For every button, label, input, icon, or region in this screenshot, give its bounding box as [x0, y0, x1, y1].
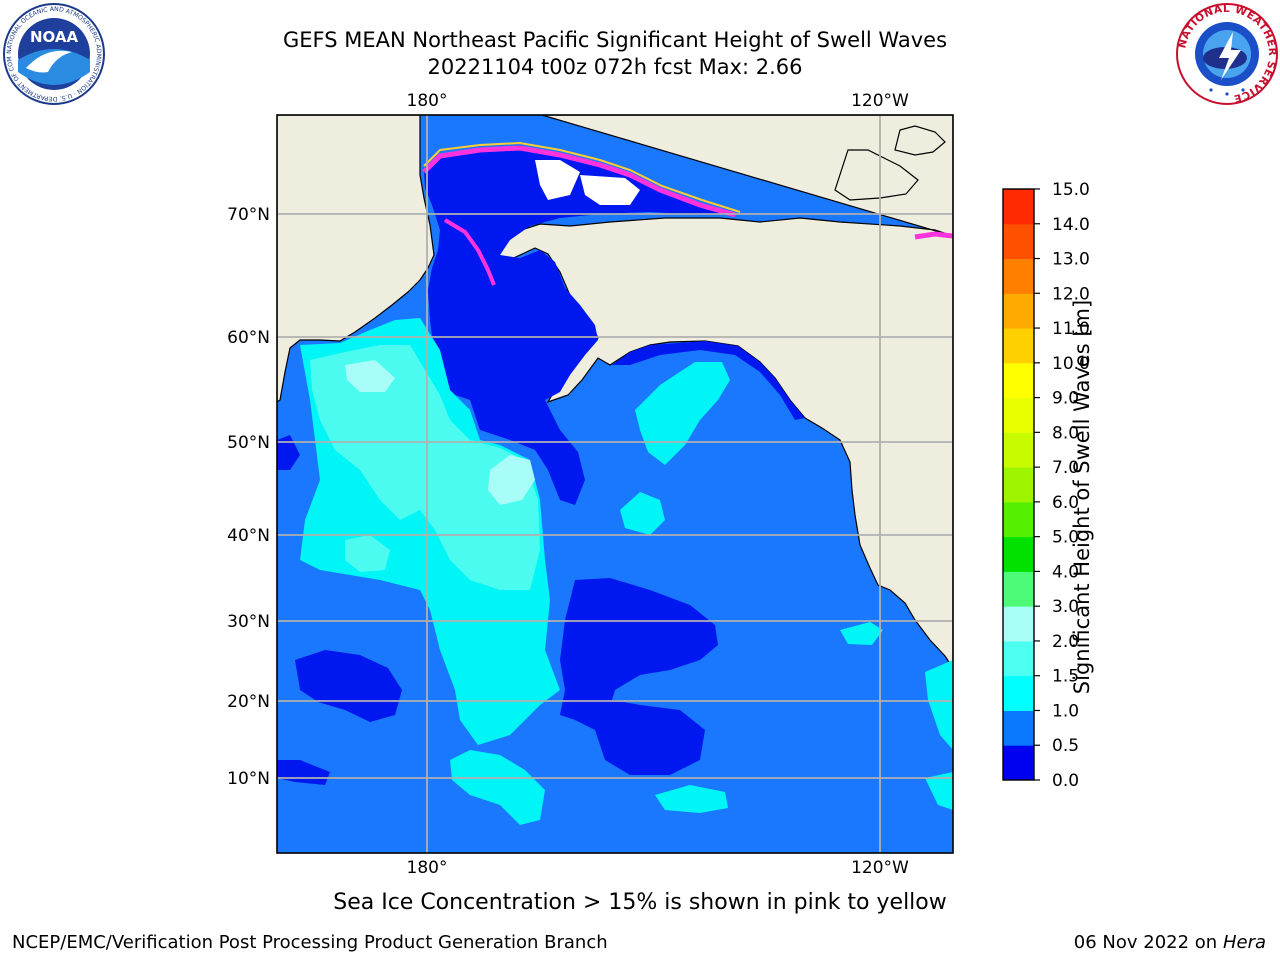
noaa-logo-text: NOAA	[30, 28, 79, 46]
colorbar-frame	[1002, 188, 1035, 781]
sea-ice-edge-pink	[914, 231, 953, 240]
land-north-america	[494, 115, 953, 670]
colorbar-segment	[1003, 675, 1034, 711]
ocean-gulf-of-alaska	[612, 341, 805, 420]
colorbar-ticks: 15.0 14.0 13.0 12.0 11.0 10.0 9.0 8.0 7.0 6.0 5.0 4…	[1034, 180, 1090, 791]
colorbar-segment	[1003, 467, 1034, 503]
colorbar-tick-label: 12.0	[1052, 284, 1090, 304]
swell-1p0-1p5-gulf	[635, 362, 730, 465]
swell-2p0-3p0-small	[345, 360, 395, 392]
sea-ice-edge-yellow	[423, 141, 741, 213]
colorbar-segment	[1003, 501, 1034, 538]
sea-ice-arctic-white	[580, 175, 640, 205]
colorbar-tick-label: 13.0	[1052, 250, 1090, 270]
lat-label-40n: 40°N	[227, 526, 270, 546]
footer-date: 06 Nov 2022 on Hera	[1074, 932, 1266, 953]
ocean-bering-sea	[424, 148, 735, 505]
sea-ice-arctic-white	[535, 160, 580, 200]
colorbar-segment	[1003, 745, 1034, 781]
gridlines	[277, 115, 953, 853]
lat-label-20n: 20°N	[227, 692, 270, 712]
land-arctic-island	[894, 125, 946, 156]
lon-label-bottom-180: 180°	[407, 858, 448, 878]
lat-label-50n: 50°N	[227, 433, 270, 453]
lat-label-10n: 10°N	[227, 769, 270, 789]
nws-logo: NATIONAL WEATHER SERVICE	[1176, 3, 1278, 105]
colorbar-segment	[1003, 606, 1034, 642]
colorbar-tick-label: 8.0	[1052, 423, 1079, 443]
swell-0p0-0p5-west	[295, 650, 402, 722]
colorbar-segment	[1003, 571, 1034, 607]
colorbar-tick-label: 14.0	[1052, 215, 1090, 235]
chart-subtitle: 20221104 t00z 072h fcst Max: 2.66	[427, 55, 803, 79]
swell-1p5-2p0-small	[345, 535, 390, 572]
lon-label-bottom-120w: 120°W	[851, 858, 909, 878]
colorbar-segment	[1003, 397, 1034, 433]
map-area	[277, 115, 953, 853]
colorbar-tick-label: 4.0	[1052, 562, 1079, 582]
swell-0p0-0p5-edge	[277, 435, 300, 470]
colorbar-segment	[1003, 223, 1034, 260]
lon-label-top-120w: 120°W	[851, 91, 909, 111]
colorbar	[1003, 189, 1034, 781]
colorbar-segment	[1003, 432, 1034, 468]
lat-label-60n: 60°N	[227, 328, 270, 348]
swell-1p5-2p0	[310, 345, 540, 590]
colorbar-segment	[1003, 362, 1034, 399]
swell-1p0-1p5-patch	[840, 622, 883, 645]
colorbar-title: Significant Height of Swell Waves [m]	[1070, 299, 1094, 695]
lon-label-top-180: 180°	[407, 91, 448, 111]
colorbar-tick-label: 1.5	[1052, 667, 1079, 687]
lat-label-70n: 70°N	[227, 205, 270, 225]
sea-ice-edge-pink	[443, 218, 496, 286]
colorbar-tick-label: 10.0	[1052, 354, 1090, 374]
colorbar-tick-label: 2.0	[1052, 632, 1079, 652]
colorbar-segment	[1003, 328, 1034, 364]
land-arctic-island	[834, 149, 919, 201]
colorbar-tick-label: 6.0	[1052, 493, 1079, 513]
colorbar-tick-label: 5.0	[1052, 528, 1079, 548]
colorbar-tick-label: 15.0	[1052, 180, 1090, 200]
colorbar-segment	[1003, 258, 1034, 294]
colorbar-tick-label: 9.0	[1052, 389, 1079, 409]
lat-label-30n: 30°N	[227, 612, 270, 632]
swell-0p0-0p5-central	[560, 578, 718, 775]
colorbar-tick-label: 1.0	[1052, 701, 1079, 721]
swell-1p0-1p5-patch	[925, 660, 953, 750]
swell-1p0-1p5-south	[450, 750, 545, 825]
map-frame	[276, 114, 954, 854]
colorbar-tick-label: 7.0	[1052, 458, 1079, 478]
swell-1p0-1p5-patch	[925, 772, 953, 810]
swell-2p0-3p0	[488, 455, 535, 505]
footer-date-text: 06 Nov 2022 on	[1073, 932, 1218, 953]
colorbar-segment	[1003, 710, 1034, 746]
chart-title: GEFS MEAN Northeast Pacific Significant …	[282, 28, 948, 52]
sea-ice-edge-pink	[422, 145, 736, 218]
colorbar-tick-label: 11.0	[1052, 319, 1090, 339]
colorbar-segment	[1003, 189, 1034, 225]
swell-1p0-1p5-patch	[655, 785, 728, 813]
footer-credit: NCEP/EMC/Verification Post Processing Pr…	[12, 932, 608, 953]
sea-ice-footnote: Sea Ice Concentration > 15% is shown in …	[333, 890, 947, 915]
colorbar-tick-label: 0.0	[1052, 771, 1079, 791]
swell-1p0-1p5-patch	[620, 492, 665, 535]
colorbar-segment	[1003, 640, 1034, 677]
noaa-logo: NATIONAL OCEANIC AND ATMOSPHERIC ADMINIS…	[2, 2, 105, 105]
colorbar-segment	[1003, 293, 1034, 329]
footer-host: Hera	[1222, 932, 1266, 953]
colorbar-tick-label: 0.5	[1052, 736, 1079, 756]
land-asia	[277, 115, 435, 403]
colorbar-tick-label: 3.0	[1052, 597, 1079, 617]
colorbar-segment	[1003, 536, 1034, 572]
